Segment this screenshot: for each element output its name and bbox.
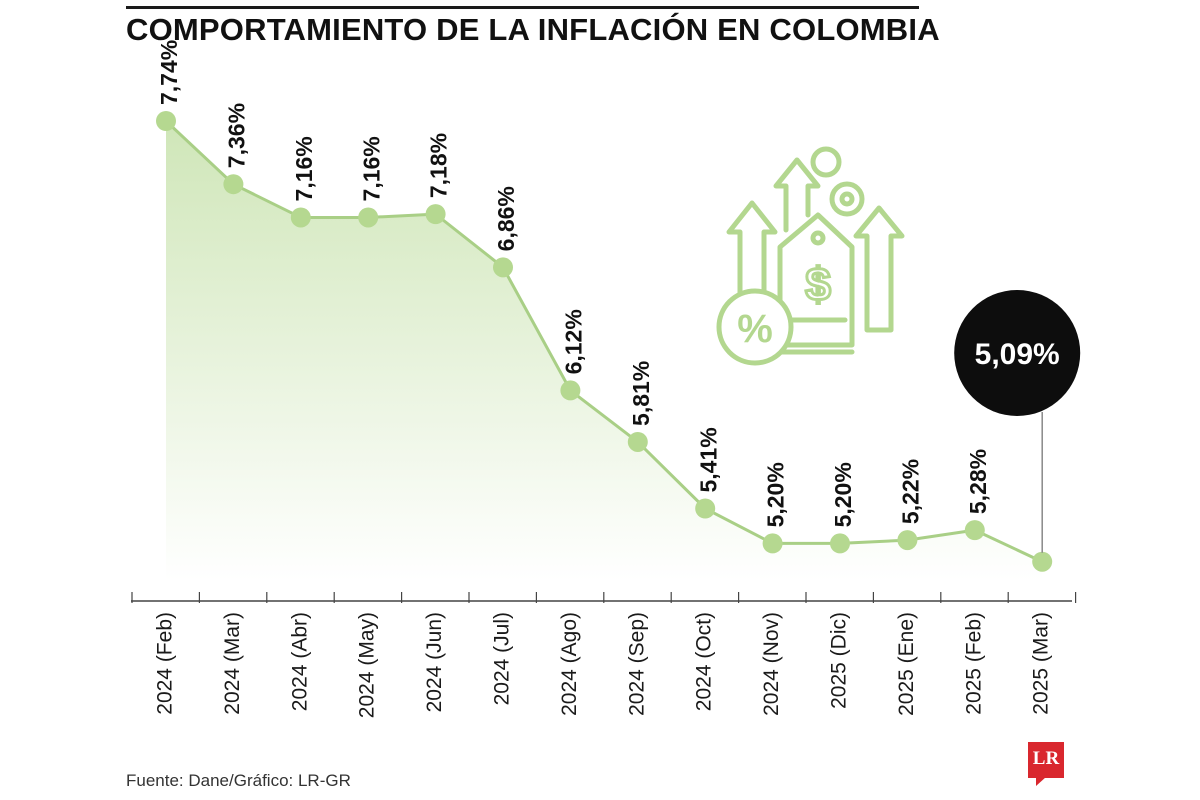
value-label: 5,81% [628, 361, 654, 426]
data-point [358, 207, 379, 228]
x-tick-label: 2024 (Mar) [221, 612, 244, 715]
x-tick-label: 2024 (Jul) [491, 612, 514, 705]
lr-logo: LR [1028, 742, 1064, 786]
value-label: 6,12% [560, 309, 586, 374]
highlight-value-label: 5,09% [975, 338, 1060, 371]
data-point [830, 533, 850, 554]
percent-icon: % [737, 307, 773, 351]
x-tick-label: 2024 (May) [356, 612, 379, 718]
value-label: 7,16% [358, 136, 384, 201]
percent-coin-icon [716, 288, 794, 366]
value-label: 5,20% [830, 462, 856, 527]
chart-title: COMPORTAMIENTO DE LA INFLACIÓN EN COLOMB… [126, 12, 940, 47]
x-tick-label: 2024 (Feb) [154, 612, 177, 715]
x-tick-label: 2024 (Jun) [423, 612, 446, 712]
arrow-up-icon [853, 205, 905, 333]
coin-icon [839, 191, 855, 207]
value-label: 5,20% [763, 462, 789, 527]
x-tick-label: 2024 (Ago) [558, 612, 581, 716]
coin-icon [829, 181, 865, 217]
x-tick-label: 2024 (Nov) [760, 612, 783, 716]
x-tick-label: 2025 (Ene) [895, 612, 918, 716]
data-point [156, 111, 176, 131]
value-label: 5,22% [897, 459, 923, 524]
data-point [290, 207, 311, 228]
source-note: Fuente: Dane/Gráfico: LR-GR [126, 771, 351, 790]
value-label: 7,36% [223, 103, 249, 168]
dollar-icon: $ [805, 258, 831, 310]
series-line [164, 119, 1043, 564]
x-tick-label: 2025 (Dic) [828, 612, 851, 709]
data-point [223, 174, 244, 195]
data-point [560, 380, 581, 401]
data-point [425, 204, 446, 225]
data-point [897, 530, 918, 551]
x-tick-label: 2025 (Mar) [1030, 612, 1053, 715]
value-label: 7,16% [291, 136, 317, 201]
x-tick-label: 2025 (Feb) [962, 612, 985, 715]
x-tick-label: 2024 (Abr) [288, 612, 311, 711]
value-label: 6,86% [493, 186, 519, 251]
value-label: 5,28% [965, 449, 991, 514]
title-rule [126, 6, 919, 9]
highlight-bubble [954, 290, 1081, 416]
value-label: 5,41% [695, 427, 721, 492]
area-fill [166, 121, 1043, 581]
inflation-price-tag-percent-icon: $% [716, 146, 905, 366]
value-label: 7,18% [426, 133, 452, 198]
value-label: 7,74% [156, 40, 182, 105]
data-point [1032, 551, 1053, 572]
data-point [964, 520, 985, 541]
data-point [627, 431, 648, 452]
price-tag-hole-icon [810, 230, 826, 246]
arrow-up-icon [773, 157, 821, 233]
data-point [762, 533, 783, 554]
x-tick-label: 2024 (Sep) [625, 612, 648, 716]
x-tick-label: 2024 (Oct) [693, 612, 716, 711]
arrow-up-icon [726, 200, 778, 303]
data-point [695, 498, 716, 519]
coin-icon [810, 146, 842, 178]
data-point [493, 257, 513, 278]
